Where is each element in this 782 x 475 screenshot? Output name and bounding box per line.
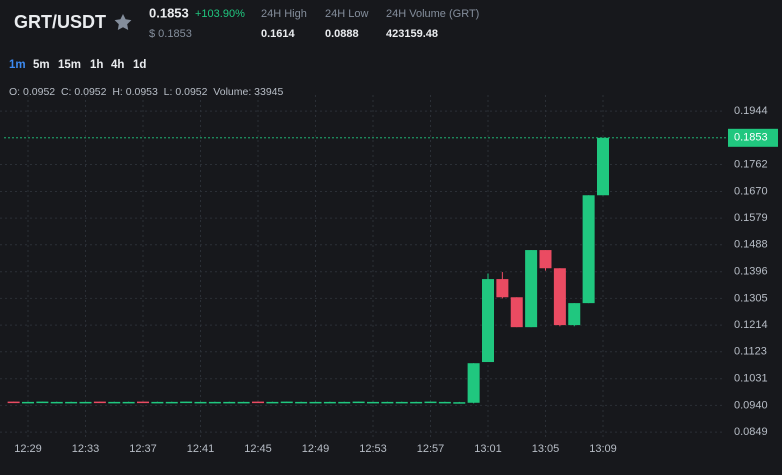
candle-body <box>165 401 178 404</box>
candle-body <box>7 401 20 404</box>
y-tick-label: 0.0849 <box>734 426 768 438</box>
candle-body <box>367 401 379 404</box>
candle-body <box>395 401 408 404</box>
candle-body <box>496 279 509 298</box>
stat-label: 24H Low <box>325 8 368 20</box>
timeframe[interactable]: 15m <box>58 59 81 71</box>
timeframe[interactable]: 1d <box>133 59 146 71</box>
stat-label: 24H Volume (GRT) <box>386 8 479 20</box>
candle-body <box>50 401 63 404</box>
candle-body <box>93 401 106 404</box>
candle-body <box>597 137 609 196</box>
candle-body <box>553 268 566 326</box>
candle-body <box>338 401 351 404</box>
candle-body <box>194 401 207 404</box>
x-tick-label: 13:05 <box>532 443 560 455</box>
candle-body <box>295 401 308 404</box>
candle-body <box>424 401 437 404</box>
pair: GRT/USDT <box>14 12 106 32</box>
x-tick-label: 12:57 <box>417 443 445 455</box>
x-tick-label: 12:29 <box>14 443 42 455</box>
x-tick-label: 12:53 <box>359 443 387 455</box>
candle-body <box>323 401 336 404</box>
candle-body <box>108 401 121 404</box>
candle-body <box>252 401 264 404</box>
stat-value: 0.1614 <box>261 28 296 40</box>
stat-value: 0.0888 <box>325 28 359 40</box>
candle-body <box>79 401 92 404</box>
candle-body <box>539 250 552 269</box>
ohlc-info: O: 0.0952 C: 0.0952 H: 0.0953 L: 0.0952 … <box>9 86 284 98</box>
candle-body <box>381 401 394 404</box>
y-tick-label: 0.1123 <box>734 346 767 358</box>
x-tick-label: 12:49 <box>302 443 330 455</box>
timeframe[interactable]: 5m <box>33 59 50 71</box>
candle-body <box>309 401 322 404</box>
y-tick-label: 0.1305 <box>734 292 768 304</box>
candle-body <box>237 401 250 404</box>
candle-body <box>208 401 221 404</box>
last-price-label: 0.1853 <box>734 132 768 144</box>
candle-body <box>36 401 49 404</box>
candle-body <box>453 402 466 404</box>
candle-body <box>122 401 135 404</box>
timeframe[interactable]: 1m <box>9 59 26 71</box>
stat-label: 24H High <box>261 8 307 20</box>
candle-body <box>22 401 34 404</box>
price-change: +103.90% <box>195 8 245 20</box>
y-tick-label: 0.1214 <box>734 319 768 331</box>
candle-body <box>438 401 451 404</box>
timeframe[interactable]: 1h <box>90 59 103 71</box>
x-tick-label: 12:37 <box>129 443 157 455</box>
x-tick-label: 13:09 <box>589 443 617 455</box>
candle-body <box>352 401 365 404</box>
candle-body <box>280 401 293 404</box>
candle-body <box>410 401 423 404</box>
y-tick-label: 0.1396 <box>734 266 768 278</box>
candle-body <box>137 401 149 404</box>
candle-body <box>568 303 581 326</box>
usd-price: $ 0.1853 <box>149 28 192 40</box>
stat-value: 423159.48 <box>386 28 438 40</box>
y-tick-label: 0.1944 <box>734 105 768 117</box>
candle-body <box>180 401 193 404</box>
y-tick-label: 0.0940 <box>734 399 768 411</box>
y-tick-label: 0.1031 <box>734 373 768 385</box>
candle-body <box>525 250 538 328</box>
candle-body <box>467 363 480 403</box>
x-tick-label: 12:45 <box>244 443 272 455</box>
candle-body <box>510 297 523 328</box>
y-tick-label: 0.1579 <box>734 212 768 224</box>
y-tick-label: 0.1488 <box>734 239 768 251</box>
candle-body <box>151 401 164 404</box>
candle-body <box>65 401 78 404</box>
timeframe[interactable]: 4h <box>111 59 124 71</box>
candle-body <box>223 401 236 404</box>
favorite-star[interactable] <box>114 14 132 30</box>
x-tick-label: 12:33 <box>72 443 100 455</box>
y-tick-label: 0.1670 <box>734 185 768 197</box>
x-tick-label: 13:01 <box>474 443 502 455</box>
x-tick-label: 12:41 <box>187 443 215 455</box>
last-price: 0.1853 <box>149 5 189 20</box>
y-tick-label: 0.1762 <box>734 158 768 170</box>
candle-body <box>482 279 494 363</box>
candle-body <box>266 401 279 404</box>
candle-body <box>582 195 595 304</box>
last-price-tag <box>728 128 778 147</box>
